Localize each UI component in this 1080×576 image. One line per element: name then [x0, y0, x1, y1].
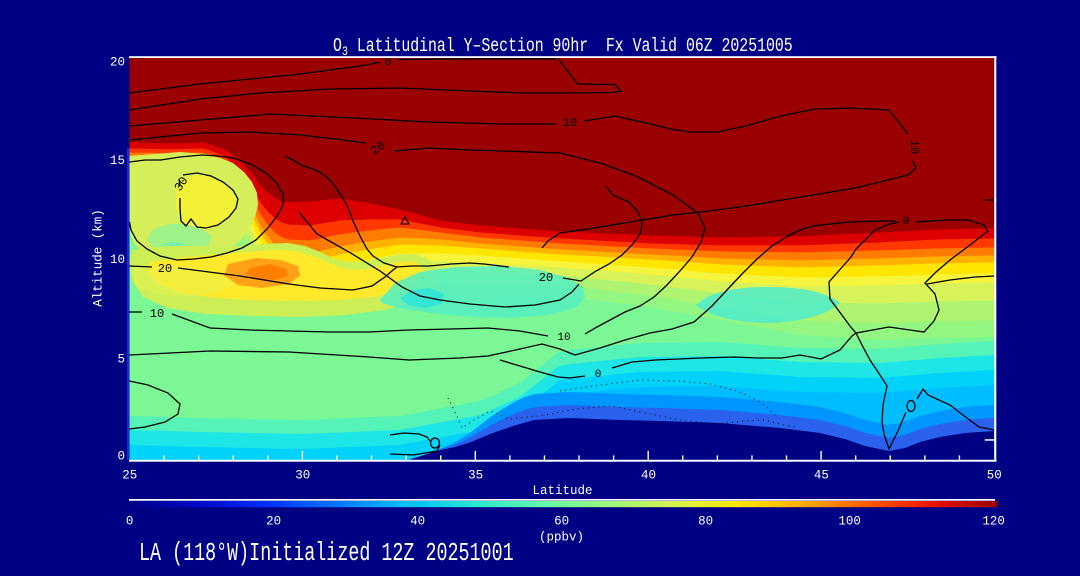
svg-text:30: 30 [172, 174, 192, 194]
svg-text:80: 80 [698, 515, 713, 529]
svg-text:120: 120 [982, 515, 1005, 529]
svg-text:10: 10 [150, 307, 164, 321]
svg-text:5: 5 [117, 352, 125, 366]
svg-text:40: 40 [641, 469, 656, 483]
svg-text:10: 10 [563, 116, 577, 130]
svg-text:0: 0 [595, 369, 602, 381]
svg-text:(ppbv): (ppbv) [539, 531, 584, 545]
svg-text:20: 20 [368, 139, 388, 159]
svg-text:10: 10 [907, 140, 921, 154]
svg-text:20: 20 [266, 515, 281, 529]
svg-text:10: 10 [557, 332, 570, 344]
svg-text:20: 20 [539, 271, 553, 285]
svg-text:45: 45 [814, 469, 829, 483]
svg-text:Latitude: Latitude [532, 484, 592, 498]
svg-text:35: 35 [468, 469, 483, 483]
svg-text:60: 60 [554, 515, 569, 529]
svg-text:30: 30 [295, 469, 310, 483]
svg-text:100: 100 [838, 515, 861, 529]
svg-text:20: 20 [110, 55, 125, 69]
svg-text:0: 0 [126, 515, 134, 529]
svg-text:25: 25 [122, 469, 137, 483]
svg-text:0: 0 [117, 449, 125, 463]
svg-text:0: 0 [903, 216, 910, 228]
svg-text:20: 20 [158, 262, 172, 276]
svg-text:50: 50 [987, 469, 1002, 483]
svg-text:Altitude (km): Altitude (km) [92, 209, 106, 307]
svg-text:10: 10 [110, 253, 125, 267]
svg-text:15: 15 [110, 154, 125, 168]
svg-text:0: 0 [384, 55, 391, 69]
svg-text:40: 40 [410, 515, 425, 529]
